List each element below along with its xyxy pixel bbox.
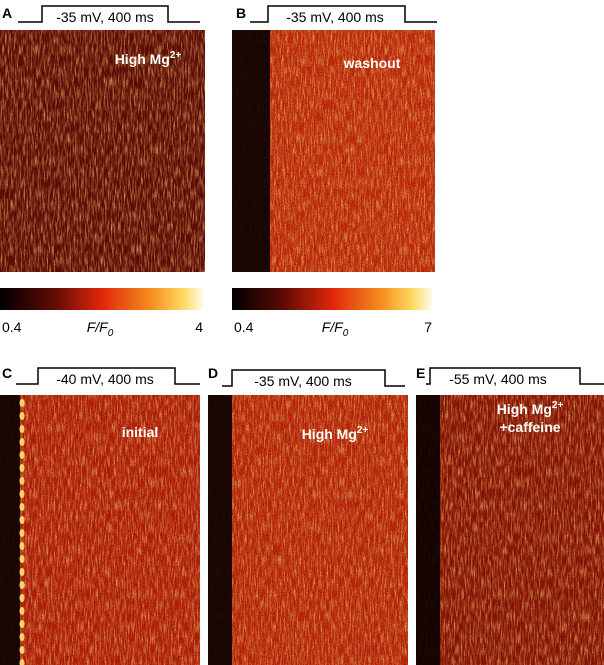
annotation-text: washout (343, 55, 401, 71)
annotation: High Mg2+ (497, 400, 564, 417)
dark-strip (208, 395, 232, 665)
colorbar-label-text: F/F (322, 319, 344, 335)
colorbar-label-text: F/F (87, 319, 109, 335)
stimulus-label: -35 mV, 400 ms (254, 373, 352, 389)
image-speckle (416, 395, 604, 665)
bright-spot (19, 477, 25, 485)
bright-spot (19, 425, 25, 433)
annotation-text: +caffeine (499, 419, 560, 435)
dark-strip (232, 30, 270, 272)
annotation: High Mg2+ (115, 50, 182, 67)
colorbar (232, 288, 432, 310)
panel-label: D (208, 365, 218, 381)
dark-strip (416, 395, 440, 665)
annotation-sup: 2+ (552, 400, 564, 411)
annotation: +caffeine (499, 419, 560, 435)
colorbar (0, 288, 203, 310)
bright-spot (19, 581, 25, 589)
image-speckle (208, 395, 408, 665)
stimulus-trace (250, 5, 437, 23)
colorbar-label-sub: 0 (343, 328, 349, 339)
bright-spot (19, 529, 25, 537)
bright-spot (19, 490, 25, 498)
stimulus-label: -55 mV, 400 ms (449, 371, 547, 387)
stimulus-trace (426, 367, 604, 385)
bright-spot (19, 464, 25, 472)
annotation: initial (122, 424, 159, 440)
bright-spot (19, 568, 25, 576)
annotation-text: High Mg (115, 51, 170, 67)
bright-spot (19, 646, 25, 654)
colorbar-label: F/F0 (87, 319, 114, 339)
colorbar-max: 7 (424, 319, 432, 335)
annotation: washout (343, 55, 401, 71)
colorbar-label-sub: 0 (108, 328, 114, 339)
annotation-text: initial (122, 424, 159, 440)
image-speckle (0, 395, 200, 665)
bright-spot (19, 503, 25, 511)
bright-spot (19, 594, 25, 602)
image-speckle (0, 30, 205, 272)
stimulus-trace (18, 5, 200, 23)
bright-spot (19, 633, 25, 641)
stimulus-trace (222, 369, 405, 387)
dark-strip (0, 395, 20, 665)
bright-spot (19, 516, 25, 524)
bright-spot (19, 607, 25, 615)
bright-spot (19, 620, 25, 628)
panel-label: C (2, 365, 12, 381)
annotation-text: High Mg (497, 401, 552, 417)
colorbar-min: 0.4 (2, 319, 22, 335)
annotation-text: High Mg (302, 426, 357, 442)
bright-spot (19, 438, 25, 446)
annotation: High Mg2+ (302, 425, 369, 442)
stimulus-label: -40 mV, 400 ms (56, 371, 154, 387)
bright-spot (19, 659, 25, 665)
bright-spot (19, 555, 25, 563)
bright-spot (19, 451, 25, 459)
panel-label: E (416, 365, 425, 381)
panel-label: B (236, 5, 246, 21)
annotation-sup: 2+ (170, 50, 182, 61)
bright-spot (19, 399, 25, 407)
colorbar-max: 4 (195, 319, 203, 335)
stimulus-label: -35 mV, 400 ms (286, 9, 384, 25)
colorbar-min: 0.4 (234, 319, 254, 335)
bright-spot (19, 412, 25, 420)
colorbar-label: F/F0 (322, 319, 349, 339)
stimulus-trace (16, 367, 200, 385)
annotation-sup: 2+ (357, 425, 369, 436)
stimulus-label: -35 mV, 400 ms (56, 9, 154, 25)
bright-spot (19, 542, 25, 550)
panel-label: A (2, 5, 12, 21)
